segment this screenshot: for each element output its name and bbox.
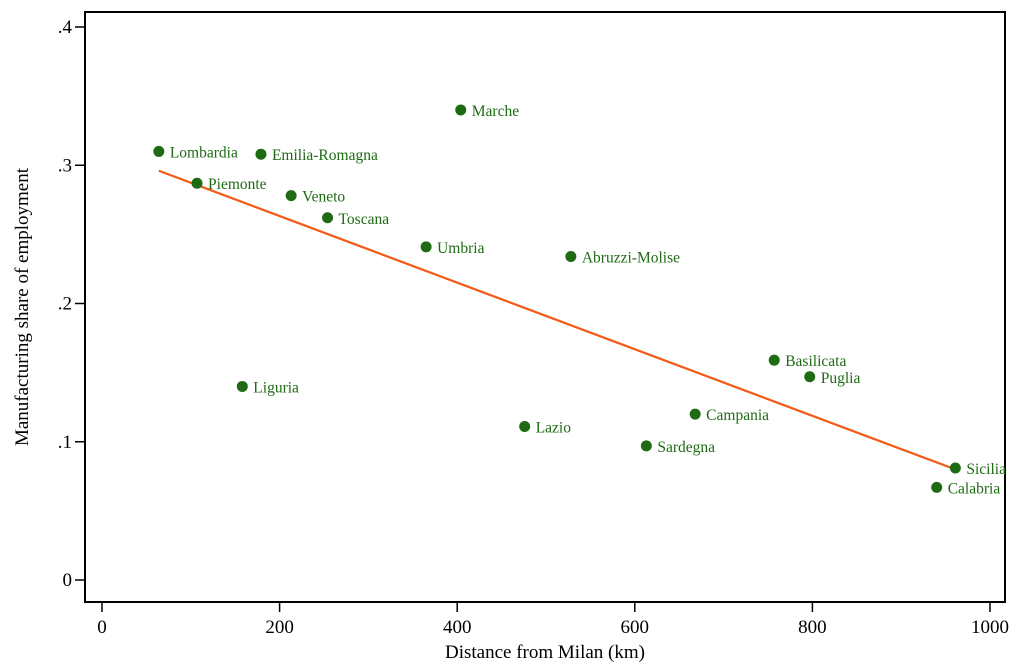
point-label: Toscana [339, 211, 390, 228]
data-point [804, 371, 816, 383]
point-label: Lazio [536, 420, 572, 437]
point-label: Piemonte [208, 176, 267, 193]
y-axis-title: Manufacturing share of employment [12, 167, 33, 446]
y-tick-label: .2 [58, 294, 72, 315]
point-label: Emilia-Romagna [272, 147, 378, 164]
point-label: Calabria [948, 480, 1001, 497]
point-label: Sicilia [966, 461, 1006, 478]
data-point [768, 354, 780, 366]
x-tick-label: 0 [97, 617, 107, 638]
point-label: Umbria [437, 240, 484, 257]
point-label: Basilicata [785, 353, 846, 370]
fitted-line [158, 169, 956, 471]
y-axis: 0 .1 .2 .3 .4 [58, 17, 85, 591]
data-point [153, 145, 165, 157]
point-label: Lombardia [170, 144, 238, 161]
point-label: Sardegna [657, 439, 715, 456]
x-axis: 0 200 400 600 800 1000 [97, 602, 1009, 638]
data-point [640, 440, 652, 452]
x-axis-title: Distance from Milan (km) [445, 642, 645, 663]
data-point [285, 190, 297, 202]
data-point [949, 462, 961, 474]
x-tick-label: 1000 [971, 617, 1009, 638]
plot-area [84, 11, 1006, 603]
data-point [565, 250, 577, 262]
data-point [191, 177, 203, 189]
point-label: Marche [472, 103, 519, 120]
data-point [420, 241, 432, 253]
point-labels: Lombardia Emilia-Romagna Piemonte Veneto Tos… [170, 103, 1006, 497]
data-point [455, 104, 467, 116]
point-label: Abruzzi-Molise [582, 249, 680, 266]
x-tick-label: 200 [265, 617, 294, 638]
point-label: Puglia [821, 370, 861, 387]
data-point [236, 380, 248, 392]
y-tick-label: .3 [58, 155, 72, 176]
x-tick-label: 800 [798, 617, 827, 638]
y-tick-label: 0 [63, 570, 73, 591]
point-label: Campania [706, 407, 769, 424]
x-tick-label: 600 [621, 617, 650, 638]
x-tick-label: 400 [443, 617, 472, 638]
y-tick-label: .4 [58, 17, 73, 38]
data-point [689, 408, 701, 420]
point-label: Liguria [253, 379, 299, 396]
data-point [255, 148, 267, 160]
data-point [519, 421, 531, 433]
data-points [153, 104, 961, 493]
data-point [322, 212, 334, 224]
data-point [931, 481, 943, 493]
y-tick-label: .1 [58, 432, 72, 453]
point-label: Veneto [302, 189, 345, 206]
